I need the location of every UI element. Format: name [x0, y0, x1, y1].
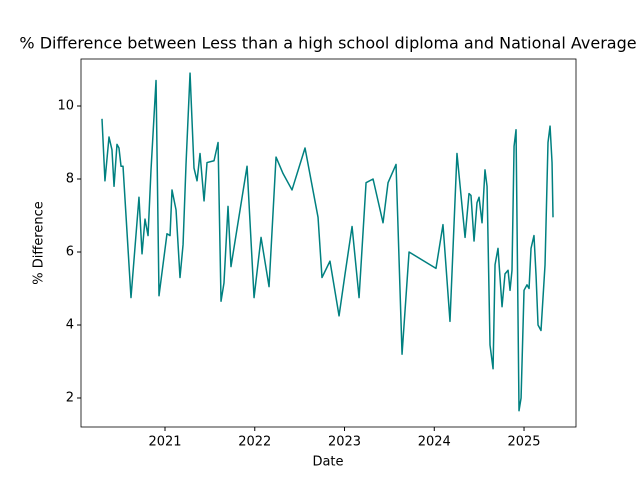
- data-line: [101, 72, 554, 412]
- plot-frame: [80, 58, 577, 428]
- y-tick-label: 8: [66, 172, 74, 187]
- x-tick-label: 2022: [238, 435, 271, 450]
- y-axis-label: % Difference: [32, 201, 47, 285]
- x-tick-label: 2025: [507, 435, 540, 450]
- y-tick-label: 10: [57, 99, 74, 114]
- x-tick-label: 2024: [418, 435, 451, 450]
- x-tick-label: 2023: [328, 435, 361, 450]
- x-tick-label: 2021: [148, 435, 181, 450]
- y-tick-label: 6: [66, 244, 74, 259]
- x-axis-label: Date: [312, 455, 343, 470]
- y-tick-label: 2: [66, 390, 74, 405]
- chart-title: % Difference between Less than a high sc…: [19, 34, 636, 53]
- y-tick-label: 4: [66, 317, 74, 332]
